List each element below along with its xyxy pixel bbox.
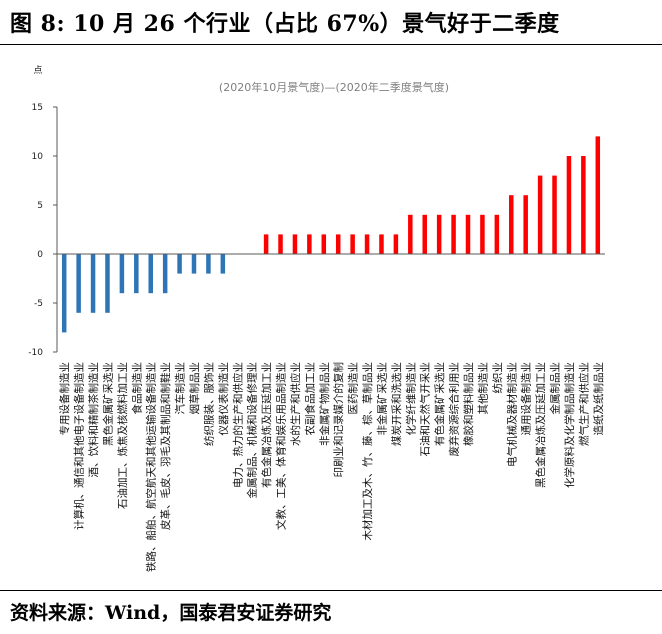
figure-title: 图 8: 10 月 26 个行业（占比 67%）景气好于二季度 xyxy=(10,11,560,37)
category-label: 酒、饮料和精制茶制造业 xyxy=(87,362,100,478)
category-label: 仪器仪表制造业 xyxy=(217,362,230,436)
category-label: 化学纤维制造业 xyxy=(404,362,417,436)
bar xyxy=(523,195,528,254)
x-axis-category-labels: 专用设备制造业 计算机、通信和其他电子设备制造业 酒、饮料和精制茶制造业 黑色金属矿采… xyxy=(58,362,605,572)
category-label: 煤炭开采和洗选业 xyxy=(390,362,403,446)
category-label: 非金属矿物制品业 xyxy=(318,362,331,446)
y-axis-unit-label: 点 xyxy=(33,65,42,76)
category-label: 农副食品加工业 xyxy=(303,362,316,436)
category-label: 黑色金属矿采选业 xyxy=(101,362,114,446)
bar xyxy=(119,254,125,294)
source-note: 资料来源：Wind，国泰君安证券研究 xyxy=(10,602,332,624)
bar xyxy=(90,254,96,313)
bar xyxy=(307,234,312,254)
category-label: 金属制品、机械和设备修理业 xyxy=(246,362,259,499)
bar xyxy=(537,175,543,254)
category-label: 橡胶和塑料制品业 xyxy=(462,362,475,446)
category-label: 烟草制品业 xyxy=(188,362,201,415)
category-label: 纺织业 xyxy=(491,362,504,394)
y-tick-label: 0 xyxy=(37,250,43,260)
bar xyxy=(76,254,81,313)
category-label: 皮革、毛皮、羽毛及其制品和制鞋业 xyxy=(159,362,172,530)
bar xyxy=(408,214,413,254)
y-axis: 15 10 5 0 -5 -10 xyxy=(28,103,58,358)
bar xyxy=(494,214,500,254)
category-label: 黑色金属冶炼及压延加工业 xyxy=(534,362,547,488)
bar xyxy=(220,254,226,274)
bar xyxy=(61,254,67,333)
category-label: 有色金属矿采选业 xyxy=(433,362,446,446)
bar xyxy=(451,214,456,254)
bar xyxy=(436,214,442,254)
category-label: 铁路、船舶、航空航天和其他运输设备制造业 xyxy=(145,362,158,572)
bar xyxy=(335,234,341,254)
bar-chart: (2020年10月景气度)—(2020年二季度景气度) 点 15 10 5 0 -5 -1… xyxy=(28,65,605,572)
category-label: 石油加工、炼焦及核燃料加工业 xyxy=(116,362,129,509)
category-label: 有色金属冶炼及压延加工业 xyxy=(260,362,273,488)
bar xyxy=(321,234,327,254)
bar xyxy=(595,136,601,254)
bar xyxy=(581,156,586,254)
category-label: 专用设备制造业 xyxy=(58,362,71,436)
bar xyxy=(148,254,153,294)
bar xyxy=(509,195,514,254)
category-label: 石油和天然气开采业 xyxy=(419,362,432,457)
bar xyxy=(422,214,427,254)
bar xyxy=(278,234,283,254)
category-label: 造纸及纸制品业 xyxy=(592,362,605,436)
category-label: 木材加工及木、竹、藤、棕、草制品业 xyxy=(361,362,374,541)
category-label: 废弃资源综合利用业 xyxy=(448,362,461,457)
bars xyxy=(61,136,601,333)
bottom-rule xyxy=(0,590,662,591)
bar xyxy=(292,234,298,254)
chart-title: (2020年10月景气度)—(2020年二季度景气度) xyxy=(219,80,449,94)
bar xyxy=(480,214,485,254)
category-label: 电力、热力的生产和供应业 xyxy=(231,362,244,488)
bar xyxy=(393,234,399,254)
category-label: 计算机、通信和其他电子设备制造业 xyxy=(73,362,86,530)
bar xyxy=(465,214,471,254)
category-label: 印刷业和记录媒介的复制 xyxy=(332,362,345,478)
bar xyxy=(350,234,355,254)
bar xyxy=(263,234,269,254)
category-label: 非金属矿采选业 xyxy=(375,362,388,436)
category-label: 食品制造业 xyxy=(130,362,143,415)
category-label: 汽车制造业 xyxy=(174,362,187,415)
category-label: 其他制造业 xyxy=(476,362,489,415)
category-label: 水的生产和供应业 xyxy=(289,362,302,446)
category-label: 医药制造业 xyxy=(347,362,360,415)
y-tick-label: 5 xyxy=(37,201,43,211)
bar xyxy=(206,254,211,274)
category-label: 燃气生产和供应业 xyxy=(577,362,590,446)
top-rule xyxy=(0,44,662,45)
y-tick-label: -5 xyxy=(34,299,43,309)
category-label: 文教、工美、体育和娱乐用品制造业 xyxy=(275,362,288,530)
category-label: 化学原料及化学制品制造业 xyxy=(563,362,576,488)
y-tick-label: 10 xyxy=(32,152,44,162)
bar xyxy=(162,254,168,294)
y-tick-label: 15 xyxy=(32,103,43,113)
bar xyxy=(552,175,557,254)
bar xyxy=(191,254,197,274)
bar xyxy=(379,234,384,254)
figure-header: 图 8: 10 月 26 个行业（占比 67%）景气好于二季度 xyxy=(0,0,662,44)
category-label: 通用设备制造业 xyxy=(520,362,533,436)
bar xyxy=(364,234,370,254)
category-label: 金属制品业 xyxy=(549,362,562,415)
bar xyxy=(566,156,572,254)
category-label: 纺织服装、服饰业 xyxy=(202,362,215,446)
y-tick-label: -10 xyxy=(28,348,43,358)
bar xyxy=(177,254,182,274)
category-label: 电气机械及器材制造业 xyxy=(505,362,518,467)
bar xyxy=(134,254,139,294)
bar xyxy=(105,254,110,313)
